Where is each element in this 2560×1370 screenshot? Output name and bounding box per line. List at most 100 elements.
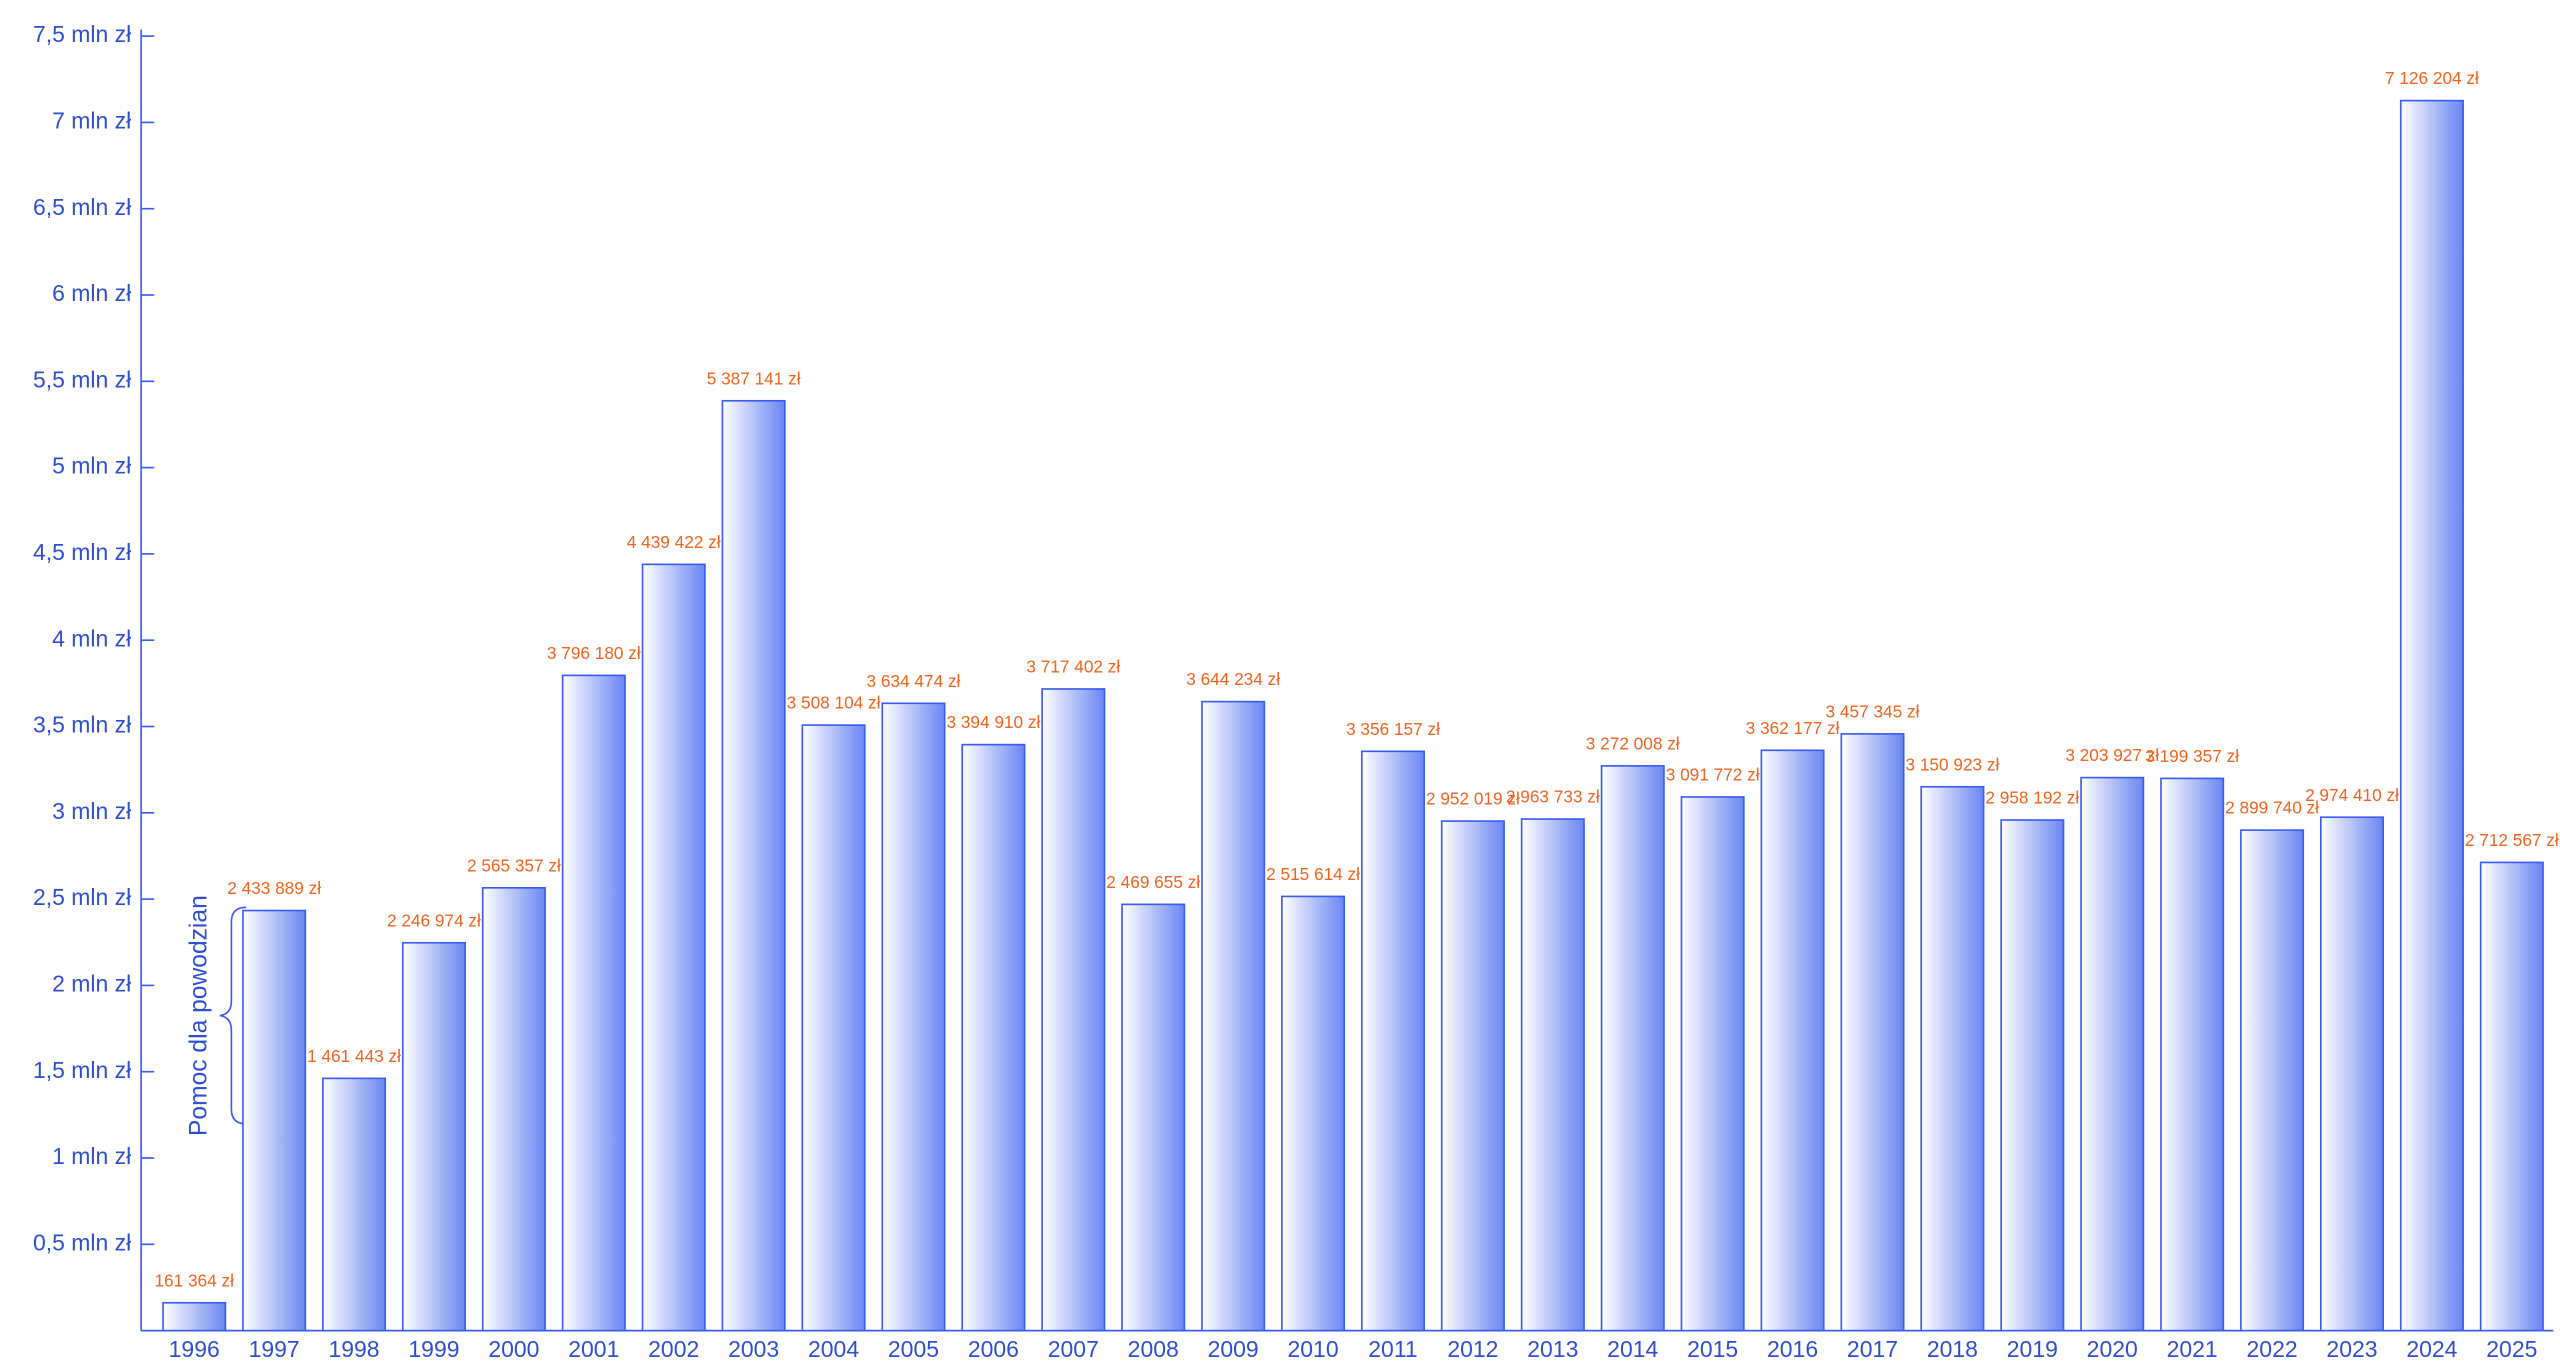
y-tick-label: 4 mln zł — [52, 625, 131, 651]
y-tick-label: 2,5 mln zł — [33, 884, 131, 910]
value-label: 7 126 204 zł — [2385, 68, 2479, 88]
x-tick-label: 2004 — [808, 1336, 859, 1362]
bar — [1920, 785, 1985, 1332]
bar — [1680, 796, 1745, 1332]
x-tick-label: 2023 — [2326, 1336, 2377, 1362]
y-tick-label: 5,5 mln zł — [33, 366, 131, 392]
bar — [1840, 733, 1905, 1332]
bar — [401, 941, 466, 1332]
y-tick-label: 6,5 mln zł — [33, 194, 131, 220]
y-tick-label: 0,5 mln zł — [33, 1229, 131, 1255]
x-tick-label: 2021 — [2167, 1336, 2218, 1362]
value-label: 2 469 655 zł — [1106, 872, 1200, 892]
bar — [162, 1301, 227, 1332]
value-label: 2 565 357 zł — [467, 855, 561, 875]
bar — [881, 702, 946, 1332]
bar — [2479, 861, 2544, 1332]
bar — [1281, 895, 1346, 1332]
value-label: 2 246 974 zł — [387, 910, 481, 930]
y-tick-label: 7 mln zł — [52, 107, 131, 133]
x-tick-label: 2024 — [2406, 1336, 2457, 1362]
x-tick-label: 1996 — [169, 1336, 220, 1362]
x-tick-label: 2022 — [2247, 1336, 2298, 1362]
x-tick-label: 2001 — [568, 1336, 619, 1362]
bar — [1600, 765, 1665, 1332]
value-label: 2 974 410 zł — [2305, 785, 2399, 805]
bar — [1201, 700, 1266, 1332]
x-tick-label: 2006 — [968, 1336, 1019, 1362]
y-tick-label: 3,5 mln zł — [33, 712, 131, 738]
x-tick-label: 1998 — [328, 1336, 379, 1362]
x-tick-label: 2025 — [2486, 1336, 2537, 1362]
x-tick-label: 2003 — [728, 1336, 779, 1362]
bar — [2080, 776, 2145, 1332]
value-label: 3 356 157 zł — [1346, 719, 1440, 739]
value-label: 161 364 zł — [154, 1270, 234, 1290]
value-label: 3 717 402 zł — [1026, 657, 1120, 677]
bar — [2399, 99, 2464, 1332]
value-label: 2 712 567 zł — [2465, 830, 2559, 850]
y-tick-label: 3 mln zł — [52, 798, 131, 824]
bar — [721, 399, 786, 1332]
y-tick-label: 7,5 mln zł — [33, 21, 131, 47]
value-label: 3 796 180 zł — [547, 643, 641, 663]
x-tick-label: 2002 — [648, 1336, 699, 1362]
value-label: 2 958 192 zł — [1985, 788, 2079, 808]
bar — [242, 909, 307, 1332]
x-tick-label: 2008 — [1128, 1336, 1179, 1362]
value-label: 3 150 923 zł — [1905, 754, 1999, 774]
value-label: 3 272 008 zł — [1586, 733, 1680, 753]
value-label: 2 963 733 zł — [1506, 787, 1600, 807]
y-tick-label: 5 mln zł — [52, 453, 131, 479]
y-tick-label: 1 mln zł — [52, 1143, 131, 1169]
bar — [1121, 903, 1186, 1332]
x-tick-label: 1999 — [408, 1336, 459, 1362]
bar — [1041, 688, 1106, 1332]
annotation-brace — [219, 906, 247, 1125]
y-tick-label: 2 mln zł — [52, 970, 131, 996]
value-label: 3 091 772 zł — [1666, 765, 1760, 785]
value-label: 2 952 019 zł — [1426, 789, 1520, 809]
x-tick-label: 2017 — [1847, 1336, 1898, 1362]
x-tick-label: 2010 — [1288, 1336, 1339, 1362]
value-label: 2 515 614 zł — [1266, 864, 1360, 884]
x-tick-label: 2009 — [1208, 1336, 1259, 1362]
bar — [481, 887, 546, 1332]
bar — [2000, 819, 2065, 1332]
bar — [2320, 816, 2384, 1332]
bar — [641, 563, 706, 1332]
value-label: 4 439 422 zł — [627, 532, 721, 552]
x-tick-label: 2007 — [1048, 1336, 1099, 1362]
x-tick-label: 2000 — [488, 1336, 539, 1362]
bar — [561, 674, 626, 1332]
value-label: 3 644 234 zł — [1186, 669, 1280, 689]
x-tick-label: 2011 — [1368, 1336, 1417, 1362]
x-tick-label: 2016 — [1767, 1336, 1818, 1362]
x-tick-label: 2018 — [1927, 1336, 1978, 1362]
value-label: 3 199 357 zł — [2145, 746, 2239, 766]
bar — [1440, 820, 1505, 1332]
value-label: 3 634 474 zł — [867, 671, 961, 691]
bar — [1520, 818, 1585, 1332]
x-tick-label: 2014 — [1607, 1336, 1658, 1362]
bar — [322, 1077, 387, 1332]
value-label: 1 461 443 zł — [307, 1046, 401, 1066]
y-tick-label: 4,5 mln zł — [33, 539, 131, 565]
value-label: 3 394 910 zł — [946, 712, 1040, 732]
x-tick-label: 1997 — [249, 1336, 300, 1362]
value-label: 5 387 141 zł — [707, 368, 801, 388]
bar — [1360, 750, 1425, 1332]
y-tick-label: 1,5 mln zł — [33, 1057, 131, 1083]
bar — [801, 724, 866, 1332]
bar — [2240, 829, 2305, 1332]
value-label: 3 508 104 zł — [787, 693, 881, 713]
y-tick-label: 6 mln zł — [52, 280, 131, 306]
x-tick-label: 2013 — [1527, 1336, 1578, 1362]
bar — [1760, 749, 1825, 1332]
value-label: 3 203 927 zł — [2065, 745, 2159, 765]
value-label: 2 433 889 zł — [227, 878, 321, 898]
x-tick-label: 2020 — [2087, 1336, 2138, 1362]
value-label: 3 362 177 zł — [1746, 718, 1840, 738]
value-label: 3 457 345 zł — [1826, 701, 1920, 721]
